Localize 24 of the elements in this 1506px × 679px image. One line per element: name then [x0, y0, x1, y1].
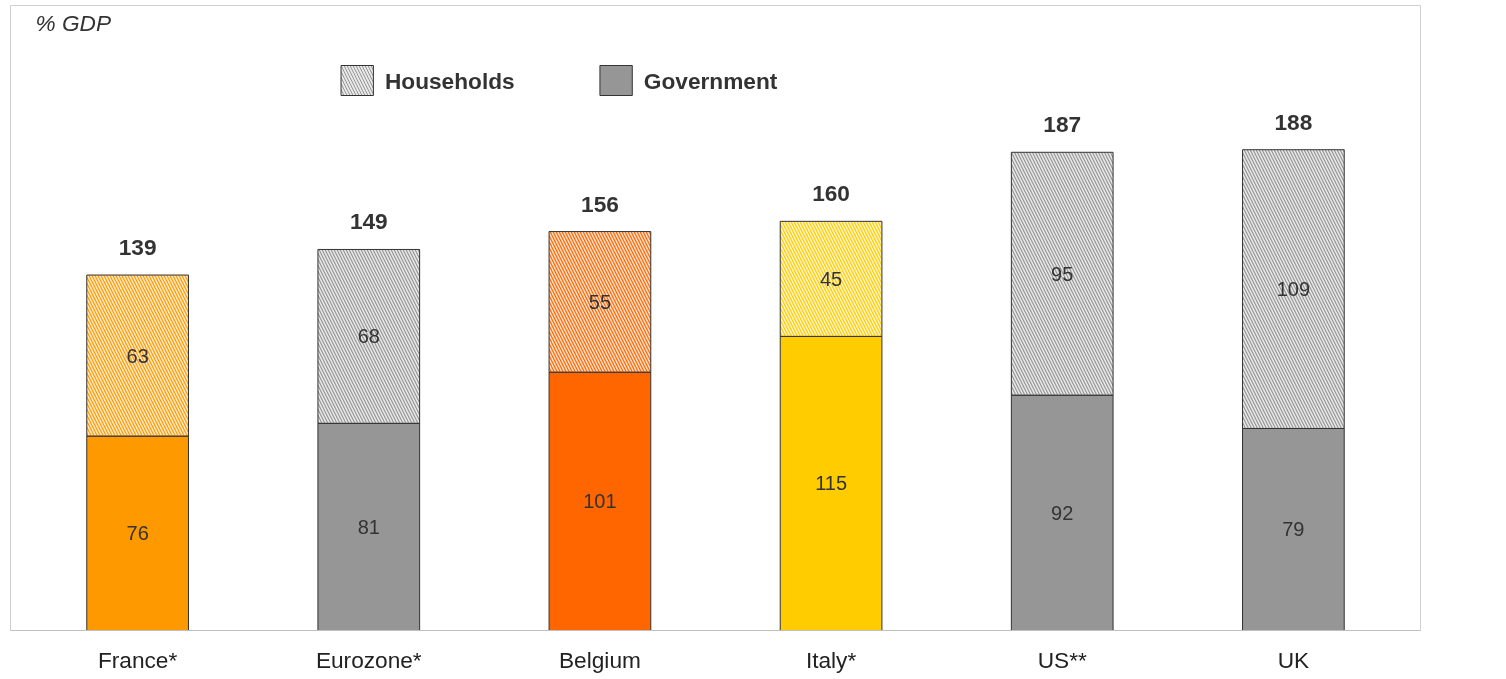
total-label: 188 — [1274, 108, 1313, 135]
x-tick-label: US** — [1037, 646, 1087, 673]
x-tick-label: Italy* — [805, 646, 857, 673]
data-label: 101 — [583, 490, 617, 513]
data-label: 109 — [1276, 278, 1311, 301]
legend-label: Households — [384, 67, 515, 94]
data-label: 68 — [357, 325, 380, 348]
data-label: 81 — [357, 515, 380, 538]
x-tick-label: UK — [1277, 646, 1310, 673]
total-label: 187 — [1043, 111, 1082, 138]
data-label: 95 — [1051, 262, 1074, 285]
legend-label: Government — [643, 67, 778, 94]
total-label: 160 — [812, 180, 850, 207]
x-tick-label: France* — [97, 646, 178, 673]
total-label: 139 — [118, 234, 157, 261]
text: % GDP — [35, 9, 112, 36]
data-label: 79 — [1282, 518, 1305, 541]
total-label: 149 — [349, 208, 388, 235]
data-label: 92 — [1051, 501, 1074, 524]
x-tick-label: Eurozone* — [315, 646, 422, 673]
data-label: 115 — [815, 472, 848, 495]
total-label: 156 — [581, 190, 619, 217]
x-tick-label: Belgium — [559, 646, 641, 673]
data-label: 76 — [126, 522, 149, 545]
